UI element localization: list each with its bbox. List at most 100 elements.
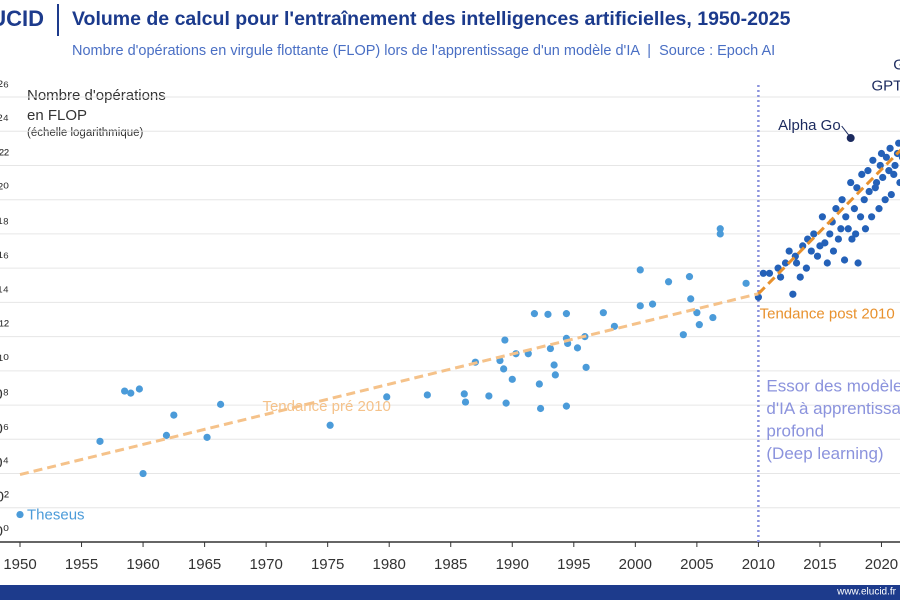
x-tick-label: 2015 xyxy=(803,556,836,573)
data-point xyxy=(796,273,804,281)
x-tick-label: 2010 xyxy=(742,556,775,573)
data-point xyxy=(864,167,872,175)
data-point xyxy=(500,365,508,373)
data-point xyxy=(885,167,893,175)
data-point xyxy=(664,278,673,286)
y-tick-label: 10²² xyxy=(0,146,9,163)
data-point xyxy=(861,225,870,233)
highlight-point xyxy=(846,134,855,143)
data-point xyxy=(765,269,774,277)
data-point xyxy=(829,247,838,255)
x-tick-label: 1960 xyxy=(126,556,159,573)
data-point xyxy=(599,309,607,317)
data-point xyxy=(216,400,225,408)
data-point xyxy=(895,139,900,147)
data-point xyxy=(551,371,559,379)
x-tick-label: 1965 xyxy=(188,556,221,573)
data-point xyxy=(562,310,571,318)
data-point xyxy=(860,196,868,204)
data-point xyxy=(573,344,582,352)
data-point xyxy=(823,259,831,267)
data-point xyxy=(896,178,900,187)
x-tick-label: 1990 xyxy=(496,556,529,573)
x-tick-label: 2020 xyxy=(865,556,898,573)
data-point xyxy=(709,313,717,322)
data-point xyxy=(789,290,797,298)
data-point xyxy=(821,239,829,247)
y-axis-title: Nombre d'opérations xyxy=(27,87,166,104)
data-point xyxy=(16,510,24,519)
data-point xyxy=(858,170,866,179)
data-point xyxy=(502,399,510,407)
data-point xyxy=(826,230,834,238)
data-point xyxy=(127,389,135,397)
data-point xyxy=(582,363,590,371)
annotation-label: Alpha Go xyxy=(778,117,841,134)
data-point xyxy=(460,390,468,398)
data-point xyxy=(799,242,807,250)
data-point xyxy=(840,256,849,264)
brand-logo: ELUCID xyxy=(0,6,44,31)
data-point xyxy=(326,421,334,429)
data-point xyxy=(685,273,694,281)
data-point xyxy=(890,170,898,179)
data-point xyxy=(695,321,703,329)
trend-label: Tendance pré 2010 xyxy=(262,398,390,415)
data-point xyxy=(854,259,862,267)
data-point xyxy=(868,213,876,221)
era-label: Essor des modèles xyxy=(766,376,900,395)
y-tick-label: 10⁰ xyxy=(0,523,9,540)
data-point xyxy=(807,247,815,255)
data-point xyxy=(383,393,391,401)
y-tick-label: 10²⁴ xyxy=(0,112,9,129)
data-point xyxy=(203,433,211,441)
era-label: (Deep learning) xyxy=(766,444,883,463)
data-point xyxy=(813,252,822,260)
data-point xyxy=(850,205,858,213)
era-label: profond xyxy=(766,421,824,440)
data-point xyxy=(162,431,171,439)
data-point xyxy=(716,230,724,238)
data-point xyxy=(853,184,861,192)
data-point xyxy=(891,161,899,170)
data-point xyxy=(875,205,883,213)
x-tick-label: 1975 xyxy=(311,556,344,573)
x-tick-label: 1955 xyxy=(65,556,98,573)
data-point xyxy=(679,331,687,339)
data-point xyxy=(550,361,558,369)
data-point xyxy=(842,213,850,221)
y-tick-label: 10¹⁴ xyxy=(0,283,9,300)
x-tick-label: 1995 xyxy=(557,556,590,573)
x-tick-label: 1985 xyxy=(434,556,467,573)
y-tick-label: 10² xyxy=(0,489,9,506)
data-point xyxy=(837,225,845,233)
data-point xyxy=(687,295,695,303)
y-tick-label: 10¹⁸ xyxy=(0,215,9,232)
data-point xyxy=(834,235,842,243)
data-point xyxy=(856,213,865,221)
data-point xyxy=(716,225,724,233)
x-tick-label: 2005 xyxy=(680,556,713,573)
chart-subtitle: Nombre d'opérations en virgule flottante… xyxy=(72,43,775,59)
annotation-label: Grok 3 xyxy=(893,57,900,74)
footer-band xyxy=(0,585,900,600)
data-point xyxy=(693,309,701,317)
data-point xyxy=(423,391,431,399)
data-point xyxy=(810,230,818,238)
data-point xyxy=(485,392,493,400)
data-point xyxy=(886,144,894,152)
data-point xyxy=(636,302,644,310)
x-tick-label: 1950 xyxy=(3,556,36,573)
data-point xyxy=(170,411,178,419)
data-point xyxy=(852,230,860,238)
data-point xyxy=(121,387,129,395)
data-point xyxy=(877,149,886,158)
y-axis-subtitle: (échelle logarithmique) xyxy=(27,127,144,139)
data-point xyxy=(544,310,552,318)
data-point xyxy=(562,402,571,410)
data-point xyxy=(792,259,801,267)
x-tick-label: 2000 xyxy=(619,556,652,573)
